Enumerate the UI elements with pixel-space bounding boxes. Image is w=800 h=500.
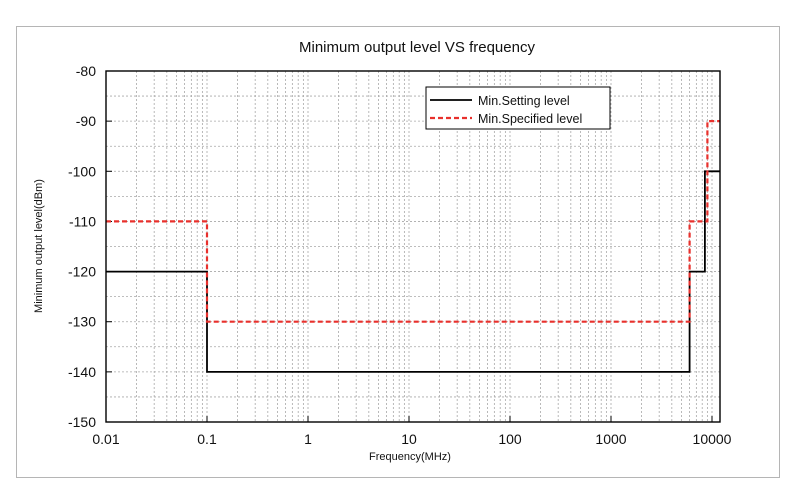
series-layer [106, 119, 720, 373]
legend-label: Min.Setting level [478, 94, 570, 108]
y-tick-label: -120 [68, 264, 96, 280]
y-tick-label: -130 [68, 314, 96, 330]
plot-area-border [105, 70, 721, 423]
y-tick-label: -80 [76, 63, 96, 79]
x-tick-label: 1 [304, 431, 312, 447]
y-tick-label: -110 [69, 213, 96, 229]
x-tick-label: 0.01 [92, 431, 119, 447]
x-tick-label: 10000 [693, 431, 732, 447]
x-axis-label: Frequency(MHz) [369, 451, 451, 463]
x-tick-label: 100 [498, 431, 522, 447]
x-tick-label: 0.1 [197, 431, 217, 447]
legend-label: Min.Specified level [478, 112, 582, 126]
y-axis-label: Minimum output level(dBm) [33, 179, 45, 313]
legend: Min.Setting level Min.Specified level [425, 86, 611, 130]
y-tick-label: -150 [68, 414, 96, 430]
y-tick-label: -90 [76, 113, 96, 129]
chart-title: Minimum output level VS frequency [299, 39, 535, 56]
chart-frame [16, 26, 780, 478]
x-tick-label: 10 [401, 431, 417, 447]
y-tick-label: -100 [68, 163, 96, 179]
legend-box [425, 86, 611, 130]
grid [105, 70, 720, 423]
y-tick-label: -140 [68, 364, 96, 380]
ticks: 0.01 0.1 1 10 100 1000 10000 -150 -140 -130 -120 -1… [68, 63, 732, 447]
x-tick-label: 1000 [595, 431, 626, 447]
